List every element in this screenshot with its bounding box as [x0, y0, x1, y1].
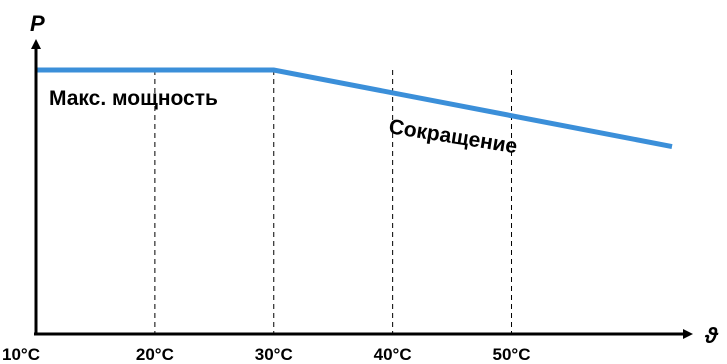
x-tick-labels: 10°C 20°C 30°C 40°C 50°C [2, 345, 531, 364]
annotation-reduction: Сокращение [387, 115, 519, 158]
y-axis-label: P [30, 11, 45, 36]
x-tick-label-10: 10°C [2, 345, 40, 364]
x-tick-label-30: 30°C [255, 345, 293, 364]
series-line-0 [36, 67, 673, 150]
x-tick-label-40: 40°C [374, 345, 412, 364]
grid-lines [154, 70, 513, 334]
x-tick-label-50: 50°C [493, 345, 531, 364]
series-group [36, 67, 673, 150]
x-tick-label-20: 20°C [136, 345, 174, 364]
x-axis-label: ϑ [704, 323, 719, 348]
annotation-max-power: Макс. мощность [49, 87, 218, 110]
